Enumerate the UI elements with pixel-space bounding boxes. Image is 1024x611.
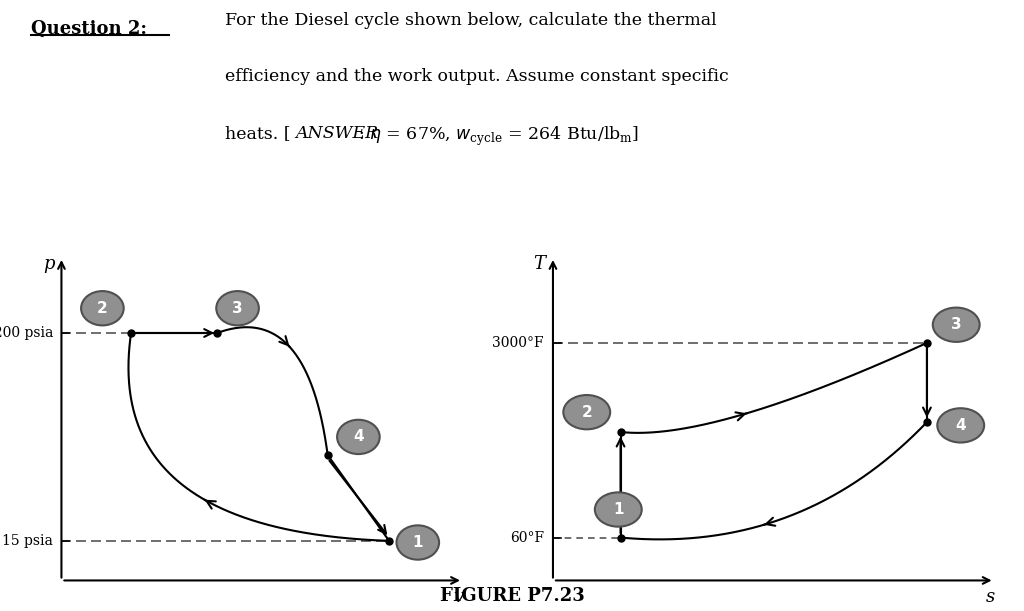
Circle shape <box>81 291 124 326</box>
Text: 2: 2 <box>582 404 592 420</box>
Circle shape <box>563 395 610 430</box>
Text: 60°F: 60°F <box>510 530 544 544</box>
Text: 1200 psia: 1200 psia <box>0 326 53 340</box>
Text: s: s <box>985 588 994 606</box>
Text: 15 psia: 15 psia <box>2 534 53 548</box>
Text: 4: 4 <box>955 418 966 433</box>
Text: efficiency and the work output. Assume constant specific: efficiency and the work output. Assume c… <box>225 68 729 86</box>
Text: FIGURE P7.23: FIGURE P7.23 <box>439 587 585 605</box>
Text: heats. [: heats. [ <box>225 125 291 142</box>
Text: 3: 3 <box>951 317 962 332</box>
Circle shape <box>937 408 984 442</box>
Circle shape <box>396 525 439 560</box>
Text: : $\eta$ = 67%, $w_{\mathregular{cycle}}$ = 264 Btu/lb$_{\mathregular{m}}$]: : $\eta$ = 67%, $w_{\mathregular{cycle}}… <box>358 125 640 148</box>
Text: 4: 4 <box>353 430 364 444</box>
Text: T: T <box>534 255 546 273</box>
Text: For the Diesel cycle shown below, calculate the thermal: For the Diesel cycle shown below, calcul… <box>225 12 717 29</box>
Text: 3: 3 <box>232 301 243 316</box>
Text: 2: 2 <box>97 301 108 316</box>
Text: 3000°F: 3000°F <box>493 336 544 350</box>
Circle shape <box>216 291 259 326</box>
Circle shape <box>933 307 980 342</box>
Text: v: v <box>454 588 464 606</box>
Text: Question 2:: Question 2: <box>31 20 146 37</box>
Text: 1: 1 <box>613 502 624 517</box>
Text: 1: 1 <box>413 535 423 550</box>
Circle shape <box>595 492 642 527</box>
Text: ANSWER: ANSWER <box>295 125 378 142</box>
Circle shape <box>337 420 380 454</box>
Text: p: p <box>43 255 55 273</box>
